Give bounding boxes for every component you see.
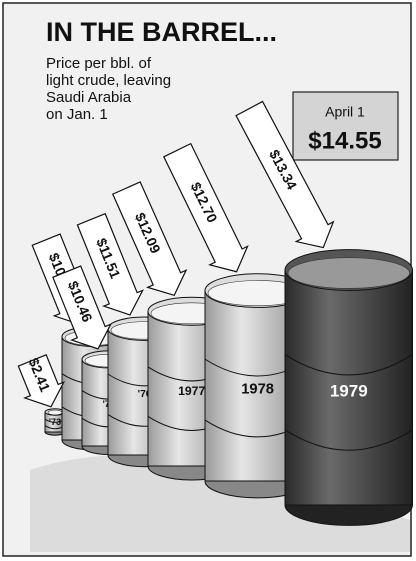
ground-shadow [30,455,410,552]
chart-title: IN THE BARREL... [46,17,277,47]
category-label: 1978 [241,381,274,397]
category-label: 1977 [178,384,205,398]
arrow-shape [111,181,188,296]
barrel-hoop [284,429,413,451]
annotation-value: $14.55 [308,127,381,154]
arrow-shape [235,100,335,249]
arrow-shape [52,265,112,350]
barrel-lid [287,257,410,289]
subtitle-line: on Jan. 1 [46,106,108,123]
arrow-shape [17,354,66,408]
subtitle-line: Price per bbl. of [46,55,152,72]
arrow-shape [163,142,249,273]
barrel-lid [47,409,63,416]
price-arrow: $12.09 [111,181,188,296]
subtitle-line: light crude, leaving [46,72,171,89]
category-label: '73 [49,417,61,427]
category-label: 1979 [330,382,368,401]
price-arrow: $2.41 [17,354,66,408]
barrel: 1979 [284,249,413,526]
barrel-hoop [284,354,413,376]
annotation-box [292,91,399,161]
subtitle-line: Saudi Arabia [46,89,132,106]
barrel-body [284,269,413,506]
annotation-label: April 1 [325,104,365,120]
category-label: '76 [138,389,152,400]
arrow-shape [76,212,144,316]
